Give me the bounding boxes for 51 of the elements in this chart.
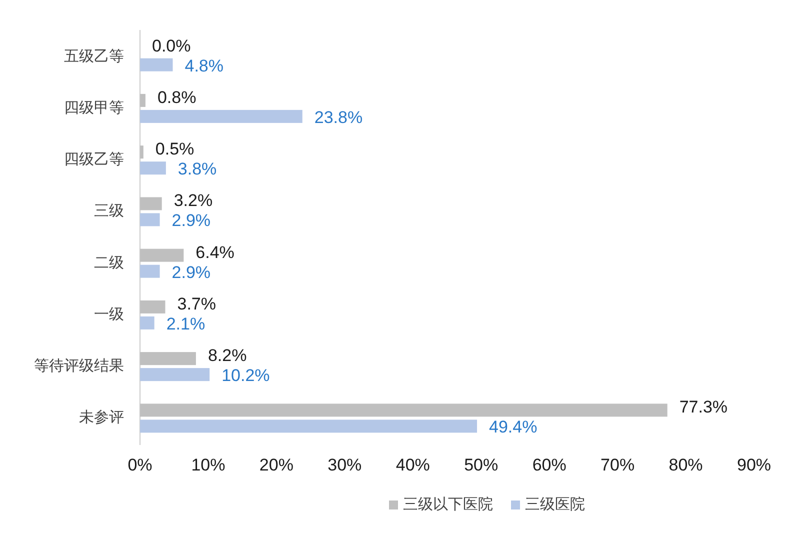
data-label: 49.4% bbox=[489, 418, 538, 437]
bar bbox=[140, 316, 154, 330]
bar bbox=[140, 300, 166, 314]
data-label: 0.8% bbox=[157, 88, 196, 107]
x-tick-label: 90% bbox=[736, 456, 772, 474]
y-tick-label: 未参评 bbox=[79, 409, 124, 426]
y-tick-label: 三级 bbox=[94, 202, 124, 220]
bar bbox=[140, 162, 166, 175]
y-tick-label: 五级乙等 bbox=[64, 48, 124, 65]
bar bbox=[140, 110, 302, 123]
data-label: 2.9% bbox=[172, 211, 211, 230]
legend-label: 三级以下医院 bbox=[403, 496, 493, 513]
x-tick-label: 50% bbox=[464, 456, 498, 474]
data-label: 4.8% bbox=[184, 56, 224, 76]
data-label: 77.3% bbox=[679, 398, 728, 417]
data-label: 10.2% bbox=[222, 366, 270, 386]
data-label: 0.5% bbox=[155, 140, 194, 159]
x-tick-label: 80% bbox=[668, 456, 703, 474]
y-tick-label: 一级 bbox=[94, 306, 124, 323]
x-tick-label: 40% bbox=[396, 456, 430, 474]
data-label: 0.0% bbox=[152, 36, 191, 56]
y-tick-label: 四级甲等 bbox=[64, 99, 124, 116]
bar bbox=[140, 420, 478, 433]
data-label: 8.2% bbox=[208, 346, 247, 366]
bar bbox=[140, 404, 668, 417]
bar bbox=[140, 264, 160, 278]
data-label: 3.7% bbox=[177, 294, 216, 314]
bar bbox=[140, 213, 160, 226]
data-label: 2.9% bbox=[172, 262, 211, 282]
bar bbox=[140, 58, 173, 72]
bar bbox=[140, 368, 210, 382]
y-tick-label: 四级乙等 bbox=[64, 151, 124, 168]
x-tick-label: 70% bbox=[600, 456, 635, 474]
data-label: 3.2% bbox=[174, 191, 213, 210]
bar bbox=[140, 94, 146, 107]
x-tick-label: 10% bbox=[191, 456, 226, 474]
bar bbox=[140, 248, 184, 262]
data-label: 23.8% bbox=[314, 108, 363, 127]
x-tick-label: 20% bbox=[259, 456, 294, 474]
y-tick-label: 二级 bbox=[94, 254, 124, 272]
x-tick-label: 0% bbox=[128, 456, 152, 474]
data-label: 6.4% bbox=[196, 242, 234, 262]
data-label: 2.1% bbox=[166, 314, 206, 334]
x-tick-label: 30% bbox=[328, 456, 362, 474]
data-label: 3.8% bbox=[178, 160, 217, 179]
legend-label: 三级医院 bbox=[525, 496, 585, 513]
bar bbox=[140, 197, 162, 210]
bar bbox=[140, 146, 144, 159]
bar bbox=[140, 352, 196, 366]
x-tick-label: 60% bbox=[532, 456, 566, 474]
y-tick-label: 等待评级结果 bbox=[34, 358, 124, 375]
